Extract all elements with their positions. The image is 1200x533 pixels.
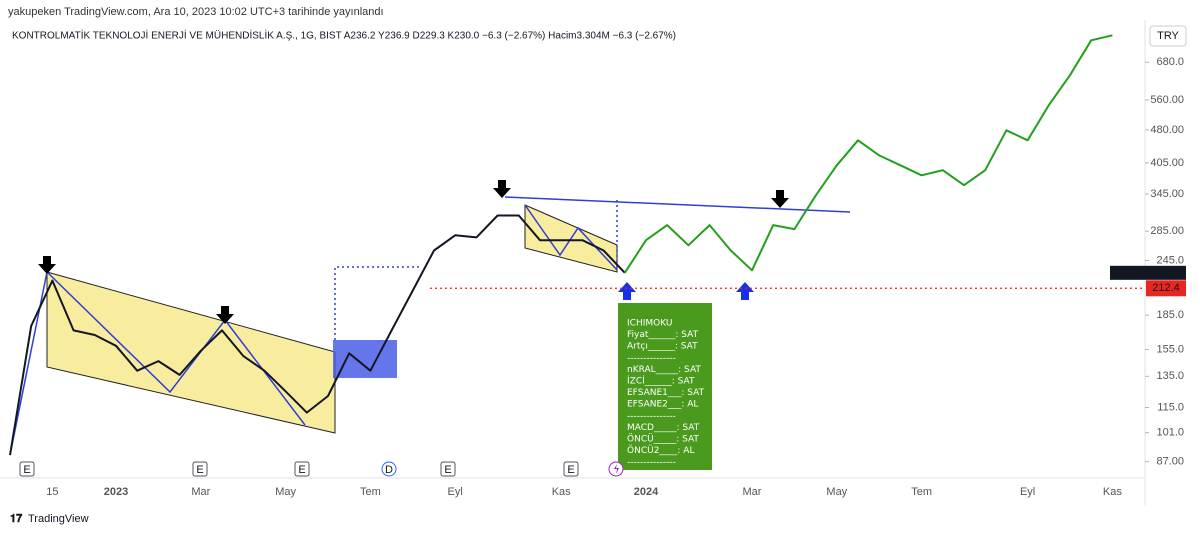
currency-label[interactable]: TRY [1157,30,1179,42]
last-price-symbol: KONTR [1113,267,1152,279]
y-tick-label: 245.0 [1156,254,1184,266]
y-tick-label: 560.00 [1150,94,1184,106]
last-price-label: 230.0 [1155,267,1183,279]
level-tag [1146,280,1186,297]
x-tick-label: Eyl [448,486,463,498]
signal-line: Artçı______: SAT [627,342,698,352]
x-tick-label: Tem [911,486,932,498]
event-icon [614,464,619,474]
arrow-up [618,282,636,300]
event-marker[interactable] [19,461,35,477]
up-arrows [618,282,754,300]
x-tick-label: Kas [1103,486,1122,498]
y-tick-label: 101.0 [1156,427,1184,439]
x-tick-label: Tem [360,486,381,498]
event-label: E [196,464,203,476]
y-tick-label: 680.0 [1156,56,1184,68]
y-tick-label: 185.0 [1156,309,1184,321]
signal-line: EFSANE2___: AL [627,400,698,410]
x-tick-label: 15 [46,486,58,498]
y-tick-label: 135.0 [1156,370,1184,382]
x-tick-label: 2024 [634,486,659,498]
event-marker[interactable] [294,461,310,477]
x-tick-label: 2023 [104,486,128,498]
y-tick-label: 155.0 [1156,343,1184,355]
event-label: E [298,464,305,476]
signal-line: --------------- [627,458,676,468]
signal-box [618,303,712,470]
arrow-up [736,282,754,300]
event-label: E [567,464,574,476]
symbol-line: KONTROLMATİK TEKNOLOJİ ENERJİ VE MÜHENDİ… [12,29,676,42]
down-arrows [38,180,789,324]
logo-icon: 𝟏𝟕 [10,513,23,525]
x-tick-label: Kas [552,486,571,498]
y-tick-label: 405.00 [1150,157,1184,169]
price-line [623,34,1113,274]
x-tick-label: Mar [191,486,210,498]
signal-line: ÖNCÜ2____: AL [627,445,694,456]
x-tick-label: Eyl [1020,486,1035,498]
x-tick-label: May [275,486,296,498]
event-marker[interactable] [440,461,456,477]
signal-line: ÖNCÜ_____: SAT [627,434,699,445]
arrow-down [771,190,789,208]
level-label: 212.4 [1152,282,1180,294]
signal-line: MACD_____: SAT [627,423,700,433]
last-price-tag [1110,265,1186,280]
arrow-down [38,256,56,274]
channel [46,271,336,434]
signal-line: EFSANE1___: SAT [627,388,705,398]
box-zone [333,340,397,378]
event-marker[interactable] [563,461,579,477]
y-tick-label: 480.00 [1150,124,1184,136]
arrow-down [493,180,511,198]
event-label: E [23,464,30,476]
y-tick-label: 115.0 [1157,401,1184,413]
signal-line: ICHIMOKU [627,319,672,329]
event-label: D [385,464,393,476]
x-tick-label: Mar [743,486,762,498]
header: yakupeken TradingView.com, Ara 10, 2023 … [8,6,384,18]
arrow-down [216,306,234,324]
signal-line: --------------- [627,353,676,363]
event-marker[interactable] [192,461,208,477]
logo: TradingView [28,513,89,525]
trendline [504,196,851,213]
x-tick-label: May [826,486,847,498]
signal-line: nKRAL_____: SAT [627,365,701,375]
event-label: E [444,464,451,476]
y-tick-label: 87.00 [1156,456,1184,468]
plot: 87.00 101.0 115.0 135.0 155.0 185.0 245.0 285.0… [9,34,1186,498]
currency-button[interactable] [1149,25,1187,47]
zigzag [9,270,306,456]
event-marker[interactable] [381,461,397,477]
signal-line: İZCİ______: SAT [627,376,695,387]
price-line [9,214,626,456]
signal-line: --------------- [627,411,676,421]
signal-line: Fiyat______: SAT [627,330,699,340]
zigzag [524,204,618,271]
y-tick-label: 285.00 [1150,225,1184,237]
y-tick-label: 345.00 [1150,188,1184,200]
